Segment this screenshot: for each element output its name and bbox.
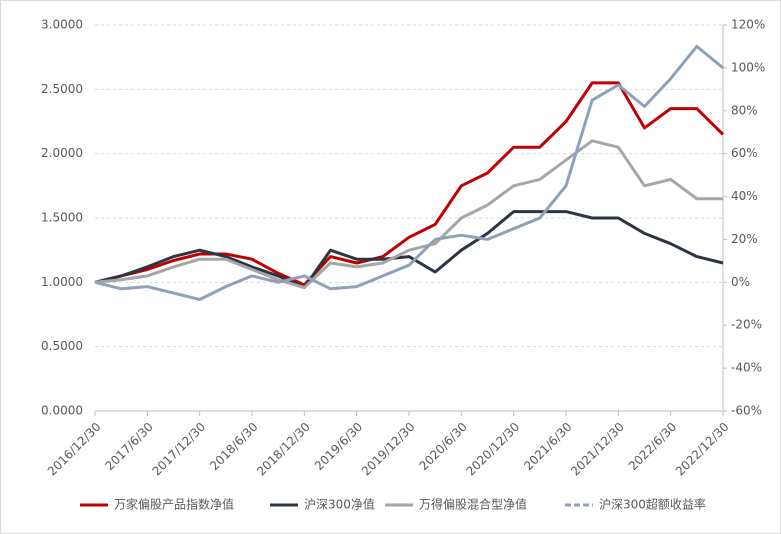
line-series: [94, 81, 725, 287]
y2-tick-label: 0%: [731, 275, 750, 289]
line-series: [94, 139, 723, 289]
x-tick-label: 2021/12/30: [568, 420, 627, 479]
y-tick-label: 3.0000: [41, 18, 83, 32]
y-tick-label: 0.5000: [41, 339, 83, 353]
y-tick-label: 1.5000: [41, 211, 83, 225]
x-tick-label: 2022/6/30: [626, 420, 679, 473]
x-tick-label: 2018/6/30: [207, 420, 260, 473]
y-tick-label: 1.0000: [41, 275, 83, 289]
legend-label: 沪深300净值: [304, 497, 375, 512]
legend-label: 沪深300超额收益率: [599, 497, 706, 512]
y2-tick-label: 20%: [731, 232, 758, 246]
y2-tick-label: 100%: [731, 60, 765, 74]
x-tick-label: 2020/6/30: [417, 420, 470, 473]
x-tick-label: 2016/12/30: [45, 420, 104, 479]
y2-tick-label: 40%: [731, 189, 758, 203]
x-tick-label: 2017/6/30: [103, 420, 156, 473]
y2-tick-label: -60%: [731, 404, 762, 418]
y-tick-label: 2.5000: [41, 82, 83, 96]
line-series: [94, 210, 724, 289]
x-tick-label: 2018/12/30: [254, 420, 313, 479]
y-tick-label: 2.0000: [41, 146, 83, 160]
y2-tick-label: 120%: [731, 18, 765, 32]
x-tick-label: 2022/12/30: [673, 420, 732, 479]
line-series: [94, 44, 724, 301]
x-tick-label: 2017/12/30: [149, 420, 208, 479]
x-tick-label: 2021/6/30: [521, 420, 574, 473]
y-tick-label: 0.0000: [41, 404, 83, 418]
x-tick-label: 2019/12/30: [359, 420, 418, 479]
y2-tick-label: 60%: [731, 146, 758, 160]
y2-tick-label: -20%: [731, 318, 762, 332]
legend-label: 万得偏股混合型净值: [419, 497, 527, 512]
y2-tick-label: -40%: [731, 361, 762, 375]
legend-label: 万家偏股产品指数净值: [114, 497, 234, 512]
y2-tick-label: 80%: [731, 103, 758, 117]
x-tick-label: 2019/6/30: [312, 420, 365, 473]
x-tick-label: 2020/12/30: [463, 420, 522, 479]
